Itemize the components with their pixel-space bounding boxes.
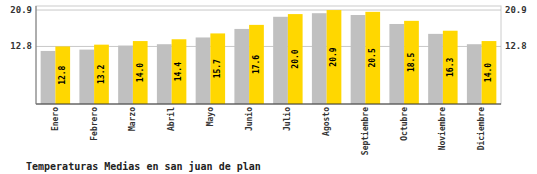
bar bbox=[210, 33, 225, 104]
grid-line bbox=[36, 10, 501, 11]
data-label: 14.0 bbox=[136, 63, 145, 82]
data-label: 17.6 bbox=[252, 55, 261, 74]
plot-frame bbox=[36, 6, 501, 104]
y-tick-label: 12.8 bbox=[10, 41, 32, 51]
data-label: 14.4 bbox=[174, 62, 183, 81]
x-tick-label: Marzo bbox=[128, 107, 137, 131]
bar bbox=[428, 34, 443, 104]
data-label: 16.3 bbox=[446, 58, 455, 77]
x-tick-label: Septiembre bbox=[360, 107, 370, 155]
bar bbox=[288, 14, 303, 104]
bar bbox=[234, 29, 249, 104]
bar bbox=[41, 51, 56, 104]
data-label: 20.9 bbox=[329, 47, 338, 66]
x-tick-label: Diciembre bbox=[476, 107, 486, 151]
bar bbox=[133, 41, 148, 104]
x-axis-line bbox=[36, 104, 501, 105]
y-axis-line bbox=[36, 6, 37, 104]
bar bbox=[482, 41, 497, 104]
x-tick-label: Junio bbox=[244, 107, 254, 131]
bar bbox=[94, 45, 109, 104]
x-tick-label: Agosto bbox=[322, 107, 331, 136]
x-tick-label: Noviembre bbox=[437, 107, 447, 151]
bar bbox=[365, 12, 380, 104]
data-label: 13.2 bbox=[97, 65, 106, 84]
bar bbox=[312, 13, 327, 104]
y2-tick-label: 20.9 bbox=[505, 5, 527, 15]
x-tick-label: Enero bbox=[51, 107, 60, 131]
bar bbox=[351, 15, 366, 104]
y-tick-label: 20.9 bbox=[10, 5, 32, 15]
y2-tick-label: 12.8 bbox=[505, 41, 527, 51]
bar bbox=[55, 46, 70, 104]
bar bbox=[327, 10, 342, 104]
x-tick-label: Abril bbox=[166, 107, 176, 131]
bar bbox=[157, 44, 172, 104]
bar bbox=[389, 24, 404, 104]
bar bbox=[196, 37, 211, 104]
x-tick-label: Julio bbox=[282, 107, 292, 131]
x-tick-label: Octubre bbox=[400, 107, 409, 141]
data-label: 12.8 bbox=[58, 65, 67, 84]
bar bbox=[443, 31, 458, 104]
bar bbox=[273, 17, 288, 104]
data-label: 20.5 bbox=[368, 48, 377, 67]
x-tick-label: Mayo bbox=[206, 107, 215, 126]
bars bbox=[41, 10, 497, 104]
bar bbox=[404, 21, 419, 104]
data-label: 20.0 bbox=[291, 49, 300, 68]
bar bbox=[172, 39, 187, 104]
bar bbox=[467, 44, 482, 104]
bar bbox=[118, 46, 133, 104]
bar bbox=[249, 25, 264, 104]
title: Temperaturas Medias en san juan de plan bbox=[26, 161, 261, 172]
bar bbox=[79, 50, 94, 104]
data-label: 15.7 bbox=[213, 59, 222, 78]
chart: 12.8 12.8 20.9 20.9 12.8 13.2 14.0 14.4 15.7 17.6… bbox=[0, 0, 537, 174]
data-label: 14.0 bbox=[484, 63, 493, 82]
data-label: 18.5 bbox=[407, 53, 416, 72]
x-tick-label: Febrero bbox=[90, 107, 99, 141]
